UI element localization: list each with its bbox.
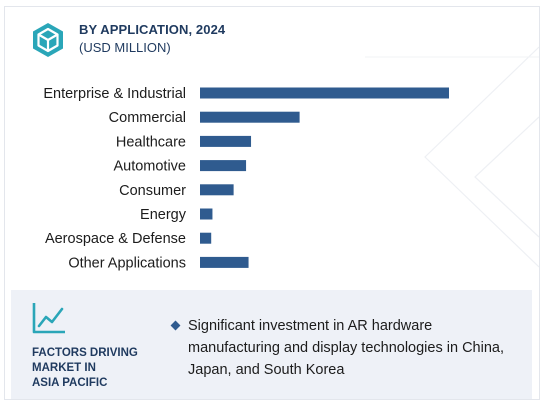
bar: [200, 111, 300, 123]
bullet-diamond-icon: [170, 320, 181, 331]
bar: [200, 184, 234, 196]
category-label: Aerospace & Defense: [45, 231, 186, 247]
category-label: Energy: [140, 207, 187, 223]
factor-bullet-text: Significant investment in AR hardware ma…: [188, 318, 504, 378]
hexagon-cube-icon: [33, 23, 63, 57]
bar: [200, 160, 247, 172]
bar: [200, 208, 213, 220]
chart-card: BY APPLICATION, 2024 (USD MILLION) Enter…: [4, 6, 540, 400]
bar: [200, 232, 212, 244]
chart-title: BY APPLICATION, 2024: [79, 22, 226, 37]
category-label: Commercial: [109, 110, 186, 126]
factors-panel: FACTORS DRIVING MARKET IN ASIA PACIFIC S…: [11, 290, 532, 399]
category-label: Consumer: [119, 183, 186, 199]
category-label: Enterprise & Industrial: [43, 86, 186, 102]
bar: [200, 256, 249, 268]
factors-heading-line: MARKET IN: [32, 362, 96, 374]
category-label: Healthcare: [116, 134, 186, 150]
bar: [200, 135, 252, 147]
category-label: Automotive: [113, 159, 186, 175]
category-label: Other Applications: [68, 255, 186, 271]
factors-heading: FACTORS DRIVING MARKET IN ASIA PACIFIC: [32, 346, 167, 391]
bar: [200, 87, 449, 99]
factors-heading-line: ASIA PACIFIC: [32, 377, 108, 389]
background-decoration: [365, 46, 539, 268]
chart-subtitle: (USD MILLION): [79, 40, 171, 55]
bar-chart: Enterprise & Industrial Commercial Healthc…: [43, 86, 449, 271]
trend-line-icon: [32, 303, 65, 334]
factors-heading-line: FACTORS DRIVING: [32, 347, 138, 359]
